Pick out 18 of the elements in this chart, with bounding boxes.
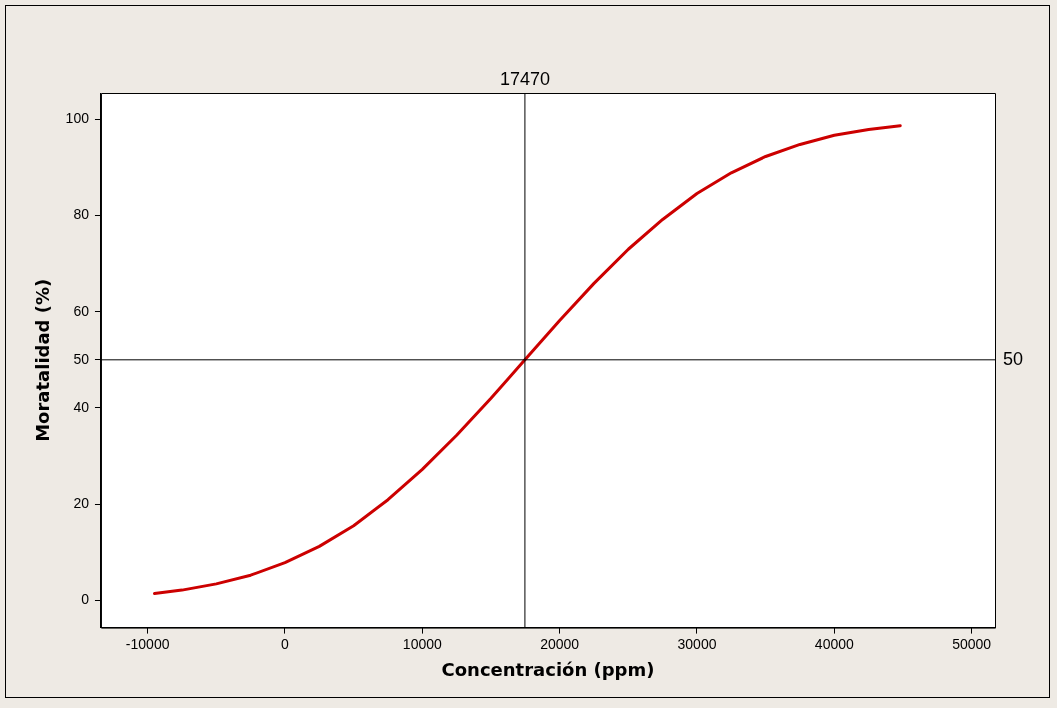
y-tick-label: 100 xyxy=(65,110,90,127)
y-tick-label: 60 xyxy=(73,302,90,319)
y-tick-label: 20 xyxy=(73,494,90,511)
y-tick-label: 50 xyxy=(73,350,90,367)
x-axis-title: Concentración (ppm) xyxy=(441,658,655,680)
y-tick-label: 0 xyxy=(81,591,90,608)
x-tick-label: 0 xyxy=(281,635,290,652)
y-tick-label: 40 xyxy=(73,398,90,415)
x-tick-label: -10000 xyxy=(125,635,170,652)
x-tick-label: 20000 xyxy=(540,635,580,652)
y-tick-label: 80 xyxy=(73,206,90,223)
ref-line-label: 50 xyxy=(1003,348,1024,369)
x-tick-label: 40000 xyxy=(814,635,854,652)
x-tick-label: 30000 xyxy=(677,635,717,652)
y-axis-title: Moratalidad (%) xyxy=(32,278,54,442)
x-tick-label: 50000 xyxy=(952,635,992,652)
x-tick-label: 10000 xyxy=(402,635,442,652)
ref-line-label: 17470 xyxy=(499,68,550,89)
